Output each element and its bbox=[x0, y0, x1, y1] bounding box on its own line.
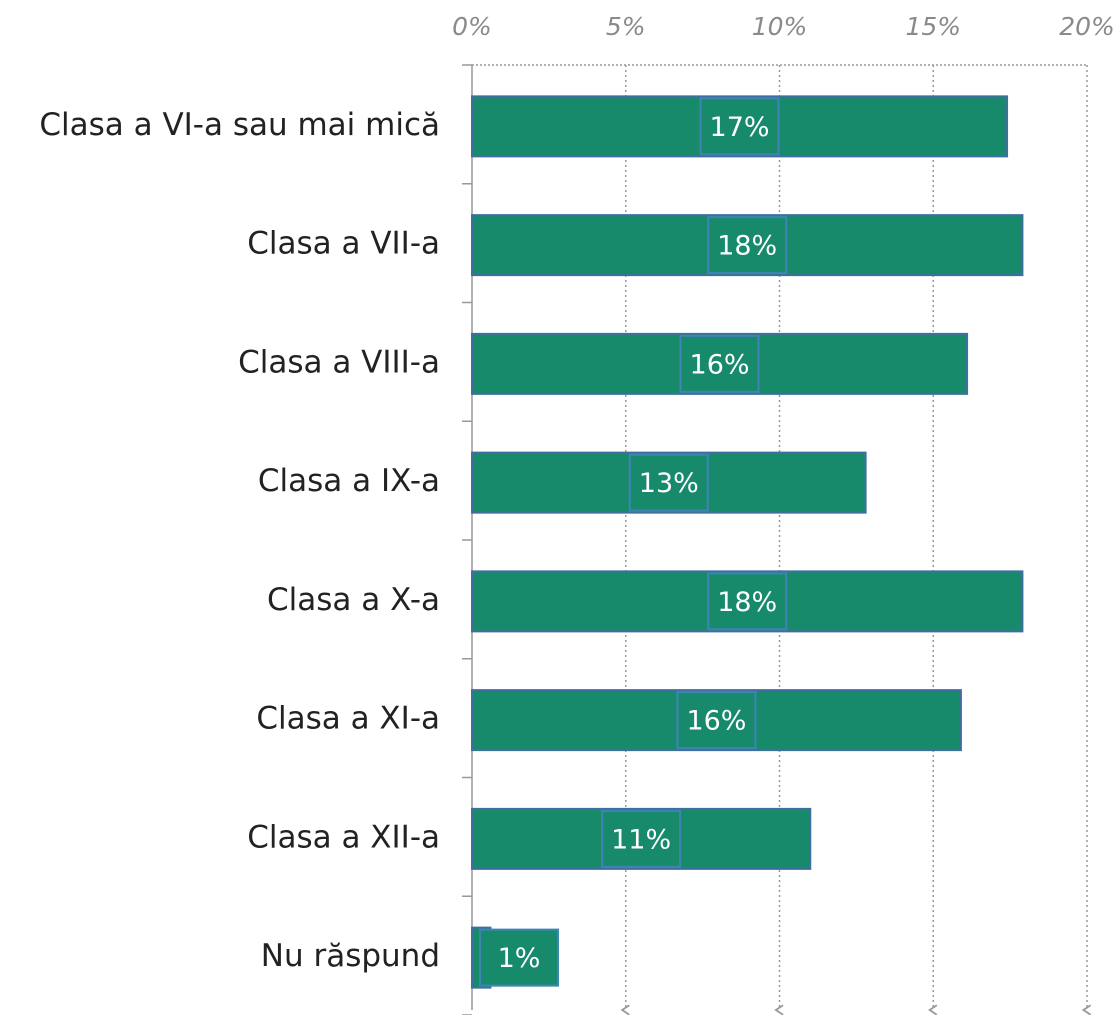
x-tick-label: 20% bbox=[1059, 12, 1115, 41]
y-tick-label: Clasa a XI-a bbox=[256, 701, 440, 737]
y-tick-label: Clasa a IX-a bbox=[258, 463, 440, 499]
data-label: 1% bbox=[498, 943, 541, 974]
x-tick-label: 5% bbox=[606, 12, 646, 41]
data-label-box bbox=[479, 928, 559, 987]
x-tick-label: 15% bbox=[905, 12, 961, 41]
y-tick-label: Nu răspund bbox=[261, 938, 440, 974]
data-label-box bbox=[676, 691, 757, 750]
y-tick-label: Clasa a VII-a bbox=[247, 226, 440, 262]
data-label: 17% bbox=[710, 112, 770, 143]
y-tick-label: Clasa a XII-a bbox=[247, 819, 440, 855]
data-label: 11% bbox=[611, 824, 671, 855]
x-tick-label: 10% bbox=[752, 12, 808, 41]
data-label-box bbox=[699, 97, 780, 156]
data-label: 13% bbox=[639, 468, 699, 499]
x-tick-label: 0% bbox=[452, 12, 492, 41]
data-label: 18% bbox=[717, 587, 777, 618]
data-label: 16% bbox=[686, 706, 746, 737]
data-label-box bbox=[679, 334, 760, 393]
data-label-box bbox=[628, 453, 709, 512]
y-tick-label: Clasa a VIII-a bbox=[238, 344, 440, 380]
data-label-box bbox=[601, 809, 682, 868]
data-label: 16% bbox=[690, 349, 750, 380]
data-label-box bbox=[707, 572, 788, 631]
y-tick-label: Clasa a X-a bbox=[267, 582, 440, 618]
y-tick-label: Clasa a VI-a sau mai mică bbox=[39, 107, 440, 143]
data-label-box bbox=[707, 216, 788, 275]
data-label: 18% bbox=[717, 231, 777, 262]
